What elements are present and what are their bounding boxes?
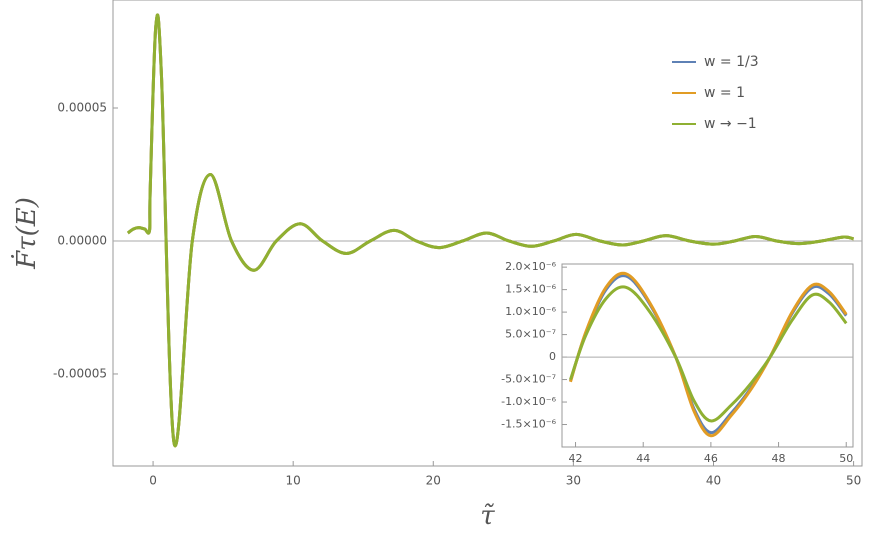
y-axis-label: Ḟτ(E) (11, 197, 42, 270)
x-tick-label: 48 (772, 452, 786, 465)
legend-label: w = 1/3 (704, 54, 759, 70)
y-tick-label: -1.0×10⁻⁶ (501, 395, 556, 408)
x-tick-label: 40 (706, 474, 721, 488)
x-tick-label: 30 (566, 474, 581, 488)
y-tick-label: 0.00005 (57, 100, 107, 114)
y-tick-label: 0 (549, 350, 556, 363)
y-tick-label: 0.00000 (57, 233, 107, 247)
y-tick-label: 2.0×10⁻⁶ (505, 260, 557, 273)
y-tick-label: 1.0×10⁻⁶ (505, 305, 557, 318)
x-tick-label: 50 (846, 474, 861, 488)
legend-label: w = 1 (704, 85, 745, 101)
series-line (569, 271, 848, 438)
x-tick-label: 46 (704, 452, 718, 465)
x-tick-label: 42 (569, 452, 583, 465)
x-axis-label: τ̃ (480, 501, 495, 531)
y-tick-label: -5.0×10⁻⁷ (501, 373, 556, 386)
x-tick-label: 44 (636, 452, 650, 465)
x-tick-label: 0 (149, 474, 157, 488)
x-tick-label: 20 (426, 474, 441, 488)
x-tick-label: 10 (286, 474, 301, 488)
y-tick-label: -1.5×10⁻⁶ (501, 418, 556, 431)
x-tick-label: 50 (839, 452, 853, 465)
y-tick-label: 1.5×10⁻⁶ (505, 283, 557, 296)
legend-label: w → −1 (704, 116, 757, 132)
series-line (126, 13, 854, 448)
series-line (569, 285, 848, 423)
plot-frame (112, 0, 863, 467)
y-tick-label: -0.00005 (53, 366, 107, 380)
y-tick-label: 5.0×10⁻⁷ (505, 328, 556, 341)
